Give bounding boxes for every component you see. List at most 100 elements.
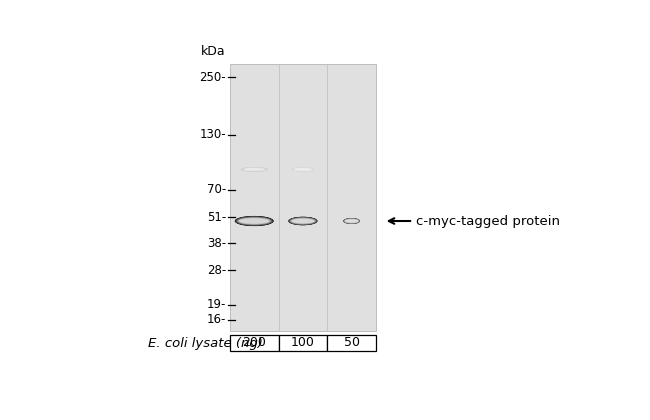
Ellipse shape bbox=[291, 218, 315, 224]
Bar bbox=[279, 334, 327, 352]
Ellipse shape bbox=[289, 217, 317, 225]
Ellipse shape bbox=[344, 219, 359, 223]
Text: 250-: 250- bbox=[200, 71, 226, 84]
Ellipse shape bbox=[294, 168, 311, 171]
Ellipse shape bbox=[344, 219, 359, 223]
Ellipse shape bbox=[343, 218, 360, 224]
Ellipse shape bbox=[238, 218, 270, 224]
Ellipse shape bbox=[294, 168, 311, 171]
Ellipse shape bbox=[242, 168, 266, 171]
Ellipse shape bbox=[290, 218, 316, 224]
Ellipse shape bbox=[235, 216, 274, 226]
Ellipse shape bbox=[290, 218, 316, 224]
Ellipse shape bbox=[236, 217, 272, 225]
Ellipse shape bbox=[292, 168, 314, 171]
Ellipse shape bbox=[236, 217, 272, 226]
Text: 100: 100 bbox=[291, 336, 315, 349]
Ellipse shape bbox=[343, 218, 360, 224]
Ellipse shape bbox=[243, 168, 265, 171]
Ellipse shape bbox=[244, 168, 265, 171]
Bar bbox=[327, 334, 376, 352]
Ellipse shape bbox=[292, 219, 314, 223]
Bar bbox=[230, 64, 376, 331]
Ellipse shape bbox=[289, 217, 317, 225]
Ellipse shape bbox=[289, 218, 317, 225]
Ellipse shape bbox=[236, 216, 272, 226]
Ellipse shape bbox=[344, 219, 359, 223]
Ellipse shape bbox=[345, 220, 358, 223]
Ellipse shape bbox=[292, 219, 314, 223]
Ellipse shape bbox=[243, 168, 265, 171]
Ellipse shape bbox=[292, 168, 313, 171]
Ellipse shape bbox=[237, 217, 271, 225]
Ellipse shape bbox=[242, 167, 267, 172]
Ellipse shape bbox=[292, 168, 314, 171]
Ellipse shape bbox=[245, 168, 264, 171]
Ellipse shape bbox=[242, 167, 266, 171]
Text: 38-: 38- bbox=[207, 237, 226, 250]
Ellipse shape bbox=[343, 218, 360, 224]
Ellipse shape bbox=[290, 218, 316, 225]
Ellipse shape bbox=[239, 218, 269, 224]
Ellipse shape bbox=[291, 218, 315, 223]
Text: 19-: 19- bbox=[207, 298, 226, 311]
Ellipse shape bbox=[240, 218, 269, 223]
Ellipse shape bbox=[291, 218, 315, 223]
Ellipse shape bbox=[345, 220, 358, 223]
Text: 51-: 51- bbox=[207, 211, 226, 224]
Ellipse shape bbox=[292, 219, 314, 223]
Ellipse shape bbox=[235, 216, 273, 226]
Text: 70-: 70- bbox=[207, 183, 226, 196]
Ellipse shape bbox=[289, 217, 317, 225]
Ellipse shape bbox=[294, 168, 312, 171]
Bar bbox=[230, 334, 279, 352]
Text: E. coli lysate (ng): E. coli lysate (ng) bbox=[148, 336, 263, 349]
Ellipse shape bbox=[293, 168, 313, 171]
Ellipse shape bbox=[237, 217, 272, 225]
Ellipse shape bbox=[344, 219, 359, 223]
Text: c-myc-tagged protein: c-myc-tagged protein bbox=[416, 215, 560, 228]
Ellipse shape bbox=[242, 168, 266, 171]
Ellipse shape bbox=[344, 219, 358, 223]
Ellipse shape bbox=[235, 216, 274, 226]
Ellipse shape bbox=[239, 218, 270, 224]
Text: kDa: kDa bbox=[202, 45, 226, 58]
Ellipse shape bbox=[344, 219, 359, 223]
Ellipse shape bbox=[291, 167, 315, 171]
Ellipse shape bbox=[237, 217, 272, 225]
Ellipse shape bbox=[290, 218, 316, 224]
Ellipse shape bbox=[293, 168, 313, 171]
Ellipse shape bbox=[241, 167, 267, 172]
Text: 200: 200 bbox=[242, 336, 266, 349]
Ellipse shape bbox=[239, 218, 270, 224]
Text: 50: 50 bbox=[344, 336, 359, 349]
Ellipse shape bbox=[344, 219, 359, 223]
Ellipse shape bbox=[345, 219, 358, 223]
Ellipse shape bbox=[291, 218, 315, 224]
Ellipse shape bbox=[239, 218, 270, 224]
Ellipse shape bbox=[244, 168, 264, 171]
Ellipse shape bbox=[292, 168, 313, 171]
Ellipse shape bbox=[294, 168, 312, 171]
Ellipse shape bbox=[240, 167, 268, 172]
Text: 28-: 28- bbox=[207, 264, 226, 277]
Ellipse shape bbox=[237, 218, 271, 225]
Ellipse shape bbox=[344, 219, 359, 223]
Ellipse shape bbox=[343, 218, 359, 223]
Ellipse shape bbox=[292, 167, 314, 171]
Ellipse shape bbox=[289, 217, 317, 225]
Ellipse shape bbox=[289, 217, 317, 225]
Ellipse shape bbox=[344, 218, 359, 223]
Ellipse shape bbox=[238, 218, 270, 224]
Ellipse shape bbox=[343, 218, 360, 224]
Text: 16-: 16- bbox=[207, 313, 226, 326]
Ellipse shape bbox=[235, 216, 273, 226]
Ellipse shape bbox=[291, 218, 315, 224]
Ellipse shape bbox=[244, 168, 265, 171]
Ellipse shape bbox=[345, 219, 358, 223]
Ellipse shape bbox=[289, 217, 317, 225]
Ellipse shape bbox=[344, 218, 359, 223]
Ellipse shape bbox=[237, 217, 272, 225]
Ellipse shape bbox=[344, 219, 359, 223]
Ellipse shape bbox=[239, 218, 269, 224]
